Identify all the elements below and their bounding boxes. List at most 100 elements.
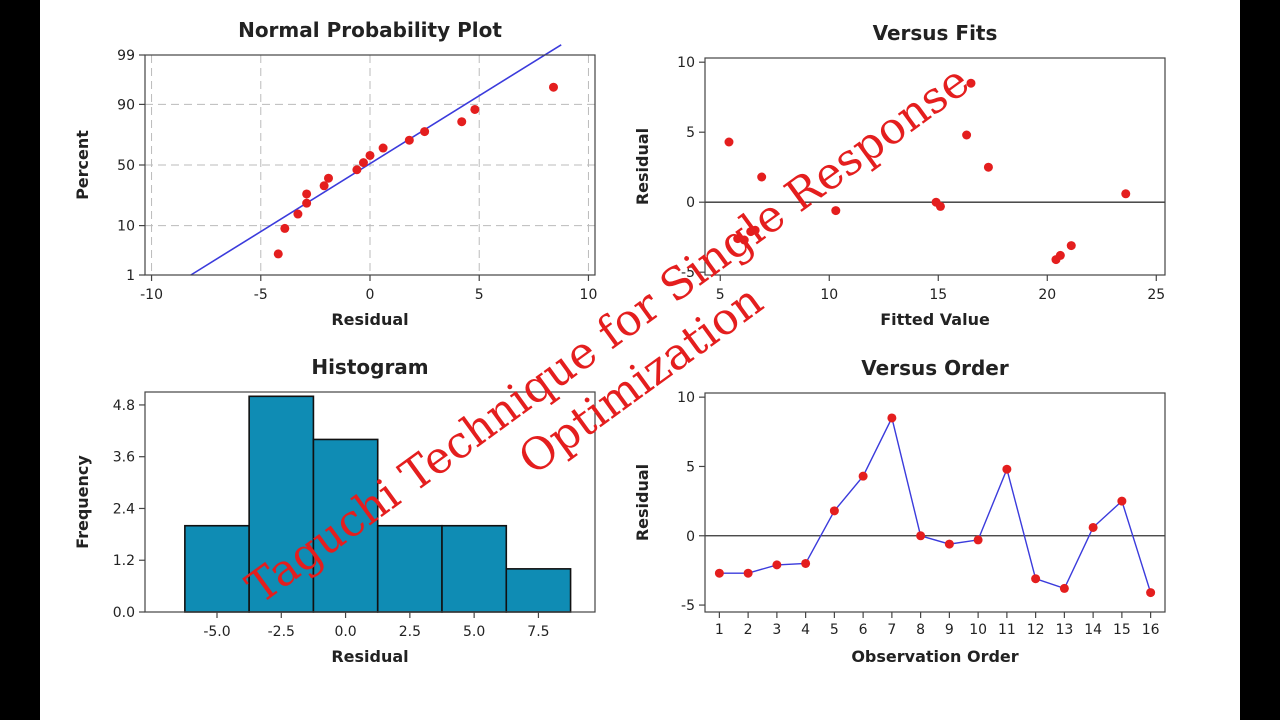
x-tick-label: 4 xyxy=(801,622,810,638)
x-tick-label: 0 xyxy=(366,287,375,303)
histogram-bar xyxy=(505,568,572,613)
y-tick-label: 4.8 xyxy=(113,398,135,414)
y-tick-label: 0 xyxy=(686,195,695,211)
y-tick-label: 2.4 xyxy=(113,501,135,517)
y-tick-label: 10 xyxy=(677,55,695,71)
histogram-bar xyxy=(376,524,443,613)
chart-title: Normal Probability Plot xyxy=(238,18,502,42)
x-tick-label: 25 xyxy=(1147,287,1165,303)
data-point xyxy=(404,135,414,145)
y-axis-label: Residual xyxy=(633,128,652,205)
data-point xyxy=(1117,496,1127,506)
x-tick-label: 5 xyxy=(475,287,484,303)
data-point xyxy=(1066,241,1076,251)
data-point xyxy=(966,78,976,88)
histogram-bar xyxy=(312,438,379,613)
data-point xyxy=(1146,588,1156,598)
data-point xyxy=(470,104,480,114)
plot-border xyxy=(704,392,1166,613)
data-point xyxy=(1121,189,1131,199)
x-tick-label: 7 xyxy=(887,622,896,638)
data-point xyxy=(962,130,972,140)
y-tick-label: 1.2 xyxy=(113,553,135,569)
x-tick-label: 7.5 xyxy=(527,624,549,640)
data-point xyxy=(935,201,945,211)
data-point xyxy=(916,531,926,541)
data-point xyxy=(714,568,724,578)
x-tick-label: 2.5 xyxy=(399,624,421,640)
y-tick-label: 90 xyxy=(117,97,135,113)
y-tick-label: 0.0 xyxy=(113,605,135,621)
residual-plots: Normal Probability Plot Residual Percent -1… xyxy=(73,18,1166,666)
x-tick-label: 6 xyxy=(859,622,868,638)
chart-2: Versus Fits Fitted Value Residual 5 10 15 20 25… xyxy=(633,21,1166,329)
histogram-bar xyxy=(184,524,250,613)
plot-border xyxy=(144,54,596,276)
data-point xyxy=(457,117,467,127)
x-tick-label: 20 xyxy=(1038,287,1056,303)
x-tick-label: 12 xyxy=(1027,622,1045,638)
x-tick-label: 1 xyxy=(715,622,724,638)
y-tick-label: 5 xyxy=(686,125,695,141)
x-tick-label: 13 xyxy=(1055,622,1073,638)
x-tick-label: 9 xyxy=(945,622,954,638)
x-tick-label: 10 xyxy=(969,622,987,638)
x-tick-label: 3 xyxy=(772,622,781,638)
y-tick-label: 99 xyxy=(117,48,135,64)
data-point xyxy=(1088,522,1098,532)
figure-panel: Normal Probability Plot Residual Percent -1… xyxy=(40,0,1240,720)
data-point xyxy=(973,535,983,545)
data-point xyxy=(352,165,362,175)
y-tick-label: 0 xyxy=(686,529,695,545)
fit-line xyxy=(190,44,562,276)
x-tick-label: 0.0 xyxy=(334,624,356,640)
x-axis-label: Residual xyxy=(331,647,408,666)
data-point xyxy=(323,173,333,183)
x-axis-label: Fitted Value xyxy=(880,310,990,329)
x-tick-label: -5 xyxy=(254,287,268,303)
data-point xyxy=(831,206,841,216)
data-point xyxy=(887,413,897,423)
x-tick-label: 8 xyxy=(916,622,925,638)
data-point xyxy=(750,225,760,235)
data-point xyxy=(724,137,734,147)
y-tick-label: -5 xyxy=(681,265,695,281)
x-tick-label: 5 xyxy=(830,622,839,638)
data-point xyxy=(757,172,767,182)
x-tick-label: 11 xyxy=(998,622,1016,638)
chart-1: Normal Probability Plot Residual Percent -1… xyxy=(73,18,597,329)
data-point xyxy=(944,539,954,549)
histogram-bar xyxy=(248,395,315,613)
x-tick-label: -2.5 xyxy=(268,624,295,640)
histogram-bar xyxy=(441,524,508,613)
data-point xyxy=(420,127,430,137)
data-point xyxy=(1059,583,1069,593)
x-tick-label: 5 xyxy=(716,287,725,303)
data-point xyxy=(548,82,558,92)
x-tick-label: -5.0 xyxy=(203,624,230,640)
data-point xyxy=(772,560,782,570)
data-point xyxy=(829,506,839,516)
y-axis-label: Percent xyxy=(73,130,92,200)
data-point xyxy=(1031,574,1041,584)
data-point xyxy=(293,209,303,219)
x-tick-label: 2 xyxy=(744,622,753,638)
y-tick-label: 1 xyxy=(126,268,135,284)
x-tick-label: -10 xyxy=(140,287,163,303)
y-axis-label: Residual xyxy=(633,464,652,541)
chart-title: Versus Fits xyxy=(873,21,998,45)
data-point xyxy=(280,223,290,233)
data-point xyxy=(801,558,811,568)
series-line xyxy=(719,415,1152,593)
data-point xyxy=(358,158,368,168)
chart-title: Histogram xyxy=(311,355,428,379)
x-tick-label: 15 xyxy=(1113,622,1131,638)
x-tick-label: 10 xyxy=(820,287,838,303)
x-axis-label: Observation Order xyxy=(851,647,1018,666)
data-point xyxy=(1002,464,1012,474)
y-tick-label: 5 xyxy=(686,459,695,475)
data-point xyxy=(378,143,388,153)
data-point xyxy=(302,198,312,208)
x-tick-label: 5.0 xyxy=(463,624,485,640)
